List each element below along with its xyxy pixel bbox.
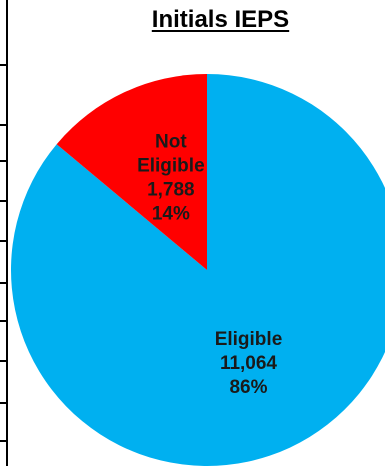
data-label-line: Not [155, 132, 187, 153]
table-row-line [0, 240, 8, 242]
table-row-line [0, 320, 8, 322]
table-row-line [0, 360, 8, 362]
table-row-line [0, 440, 8, 442]
table-edge-lines [0, 0, 8, 466]
data-label-line: Eligible [215, 329, 283, 350]
data-label-line: 1,788 [147, 180, 195, 201]
pie-slice-not-eligible [56, 74, 207, 270]
table-row-line [0, 64, 8, 66]
table-row-line [0, 402, 8, 404]
table-vertical-line [6, 0, 8, 466]
table-row-line [0, 200, 8, 202]
data-label-eligible: Eligible 11,064 86% [215, 329, 283, 398]
data-label-not-eligible: Not Eligible 1,788 14% [137, 132, 205, 225]
table-row-line [0, 282, 8, 284]
pie-slice-eligible [11, 74, 385, 466]
chart-title: Initials IEPS [151, 6, 290, 33]
data-label-line: Eligible [137, 156, 205, 177]
data-label-line: 86% [229, 377, 267, 398]
table-row-line [0, 124, 8, 126]
data-label-line: 14% [152, 204, 190, 225]
data-label-line: 11,064 [220, 353, 277, 374]
table-row-line [0, 160, 8, 162]
